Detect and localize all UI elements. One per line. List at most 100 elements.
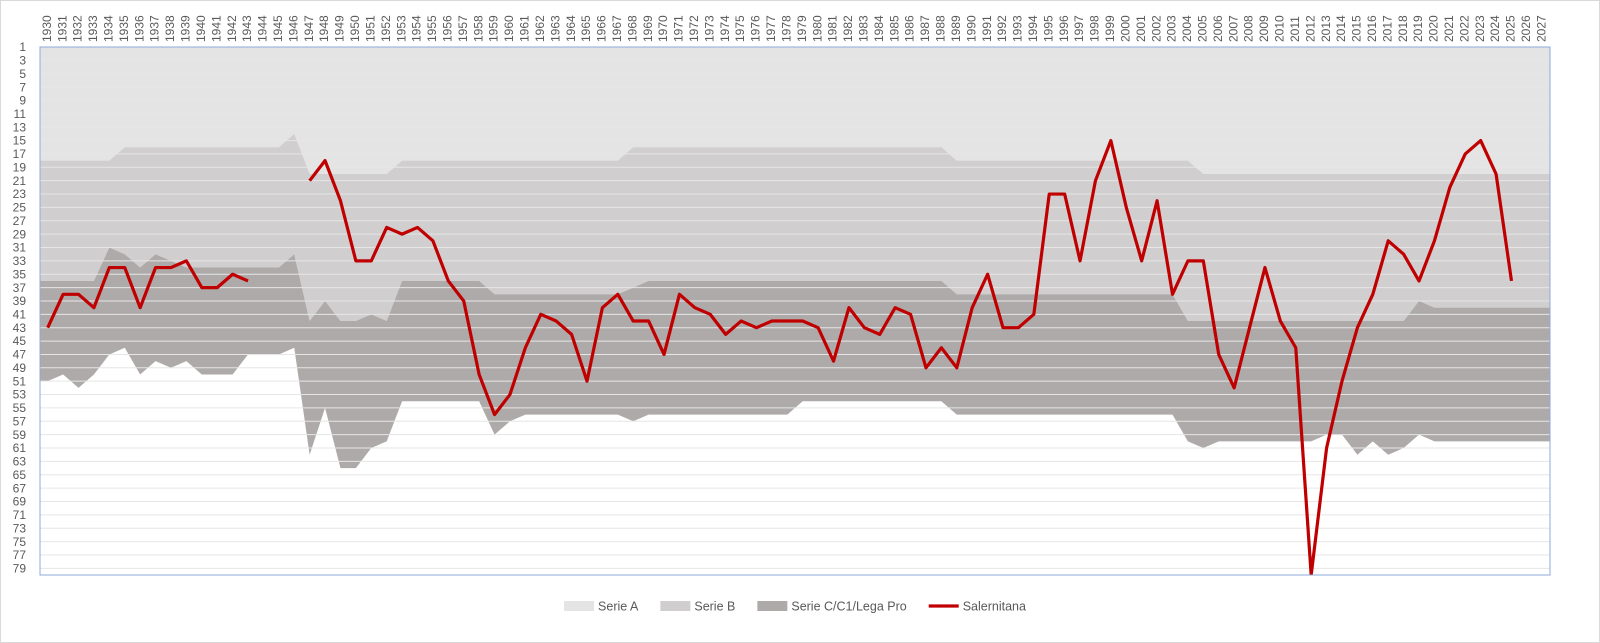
y-tick-label: 45: [13, 334, 27, 348]
x-tick-label: 1985: [887, 15, 901, 42]
x-tick-label: 2001: [1134, 15, 1148, 42]
line: [46, 259, 249, 329]
y-tick-label: 59: [13, 428, 27, 442]
legend-item: Serie B: [660, 599, 735, 613]
x-tick-label: 1963: [548, 15, 562, 42]
x-tick-label: 1999: [1103, 15, 1117, 42]
x-tick-label: 2015: [1350, 15, 1364, 42]
x-tick-label: 1979: [795, 15, 809, 42]
x-tick-label: 2016: [1365, 15, 1379, 42]
y-tick-label: 33: [13, 254, 27, 268]
y-tick-label: 13: [13, 120, 27, 134]
x-tick-label: 1997: [1072, 15, 1086, 42]
y-tick-label: 41: [13, 308, 27, 322]
x-tick-label: 1934: [102, 15, 116, 42]
x-tick-label: 2002: [1149, 15, 1163, 42]
x-tick-label: 2009: [1257, 15, 1271, 42]
x-tick-label: 1938: [163, 15, 177, 42]
y-tick-label: 21: [13, 174, 27, 188]
x-tick-label: 1955: [425, 15, 439, 42]
x-tick-label: 1974: [718, 15, 732, 42]
y-tick-label: 79: [13, 561, 27, 575]
y-tick-label: 49: [13, 361, 27, 375]
x-tick-label: 2019: [1411, 15, 1425, 42]
legend-item: Serie C/C1/Lega Pro: [757, 599, 907, 613]
x-tick-label: 1992: [995, 15, 1009, 42]
y-tick-label: 11: [14, 107, 27, 121]
y-tick-label: 23: [13, 187, 27, 201]
x-tick-label: 1988: [934, 15, 948, 42]
legend-item: Serie A: [564, 599, 639, 613]
x-tick-label: 1952: [379, 15, 393, 42]
x-tick-label: 1945: [271, 15, 285, 42]
y-tick-label: 47: [13, 348, 27, 362]
x-tick-label: 1956: [440, 15, 454, 42]
x-tick-label: 1950: [348, 15, 362, 42]
y-tick-label: 71: [13, 508, 27, 522]
x-tick-label: 1964: [564, 15, 578, 42]
x-tick-label: 1940: [194, 15, 208, 42]
x-tick-label: 1959: [487, 15, 501, 42]
y-tick-label: 17: [13, 147, 27, 161]
x-tick-label: 1981: [826, 15, 840, 42]
legend-swatch: [757, 601, 788, 611]
x-tick-label: 1993: [1011, 15, 1025, 42]
x-tick-label: 2013: [1319, 15, 1333, 42]
y-tick-label: 15: [13, 134, 27, 148]
x-tick-label: 1975: [733, 15, 747, 42]
y-tick-label: 77: [13, 548, 27, 562]
x-tick-label: 1983: [857, 15, 871, 42]
x-tick-label: 1977: [764, 15, 778, 42]
legend-swatch: [564, 601, 595, 611]
x-tick-label: 1957: [456, 15, 470, 42]
x-tick-label: 1931: [55, 15, 69, 42]
x-tick-label: 1984: [872, 15, 886, 42]
line: [308, 138, 1514, 575]
x-tick-label: 1949: [333, 15, 347, 42]
x-tick-label: 2025: [1504, 15, 1518, 42]
x-tick-label: 2011: [1288, 16, 1302, 42]
x-tick-label: 1961: [518, 15, 532, 42]
y-tick-label: 73: [13, 521, 27, 535]
x-tick-label: 1972: [687, 15, 701, 42]
x-tick-label: 2014: [1334, 15, 1348, 42]
y-tick-label: 7: [19, 80, 26, 94]
legend-item: Salernitana: [928, 599, 1026, 613]
x-tick-label: 1930: [40, 15, 54, 42]
legend-label: Serie A: [598, 599, 639, 613]
legend: Serie A Serie B Serie C/C1/Lega Pro Salerni…: [564, 599, 1026, 613]
x-tick-label: 2004: [1180, 15, 1194, 42]
y-tick-label: 53: [13, 388, 27, 402]
y-tick-label: 25: [13, 201, 27, 215]
x-tick-label: 2020: [1427, 15, 1441, 42]
x-tick-label: 1982: [841, 15, 855, 42]
y-tick-label: 57: [13, 414, 27, 428]
x-tick-label: 1968: [625, 15, 639, 42]
x-tick-label: 1951: [363, 15, 377, 42]
x-tick-label: 1994: [1026, 15, 1040, 42]
x-tick-label: 1978: [779, 15, 793, 42]
y-tick-label: 5: [19, 67, 26, 81]
x-tick-label: 2023: [1473, 15, 1487, 42]
x-tick-label: 2022: [1457, 15, 1471, 42]
x-tick-label: 2027: [1534, 15, 1548, 42]
x-tick-label: 1995: [1041, 15, 1055, 42]
x-tick-label: 1976: [749, 15, 763, 42]
y-tick-label: 31: [13, 241, 27, 255]
x-tick-label: 1969: [641, 15, 655, 42]
legend-swatch: [660, 601, 691, 611]
x-tick-label: 1989: [949, 15, 963, 42]
x-tick-label: 1953: [394, 15, 408, 42]
x-tick-label: 1990: [964, 15, 978, 42]
x-tick-label: 1954: [410, 15, 424, 42]
x-tick-label: 1987: [918, 15, 932, 42]
y-tick-label: 61: [13, 441, 27, 455]
x-tick-label: 1946: [286, 15, 300, 42]
area: [40, 47, 1550, 174]
x-tick-label: 2026: [1519, 15, 1533, 42]
y-tick-label: 35: [13, 267, 27, 281]
x-tick-label: 2005: [1195, 15, 1209, 42]
x-tick-label: 2018: [1396, 15, 1410, 42]
x-tick-label: 1966: [595, 15, 609, 42]
